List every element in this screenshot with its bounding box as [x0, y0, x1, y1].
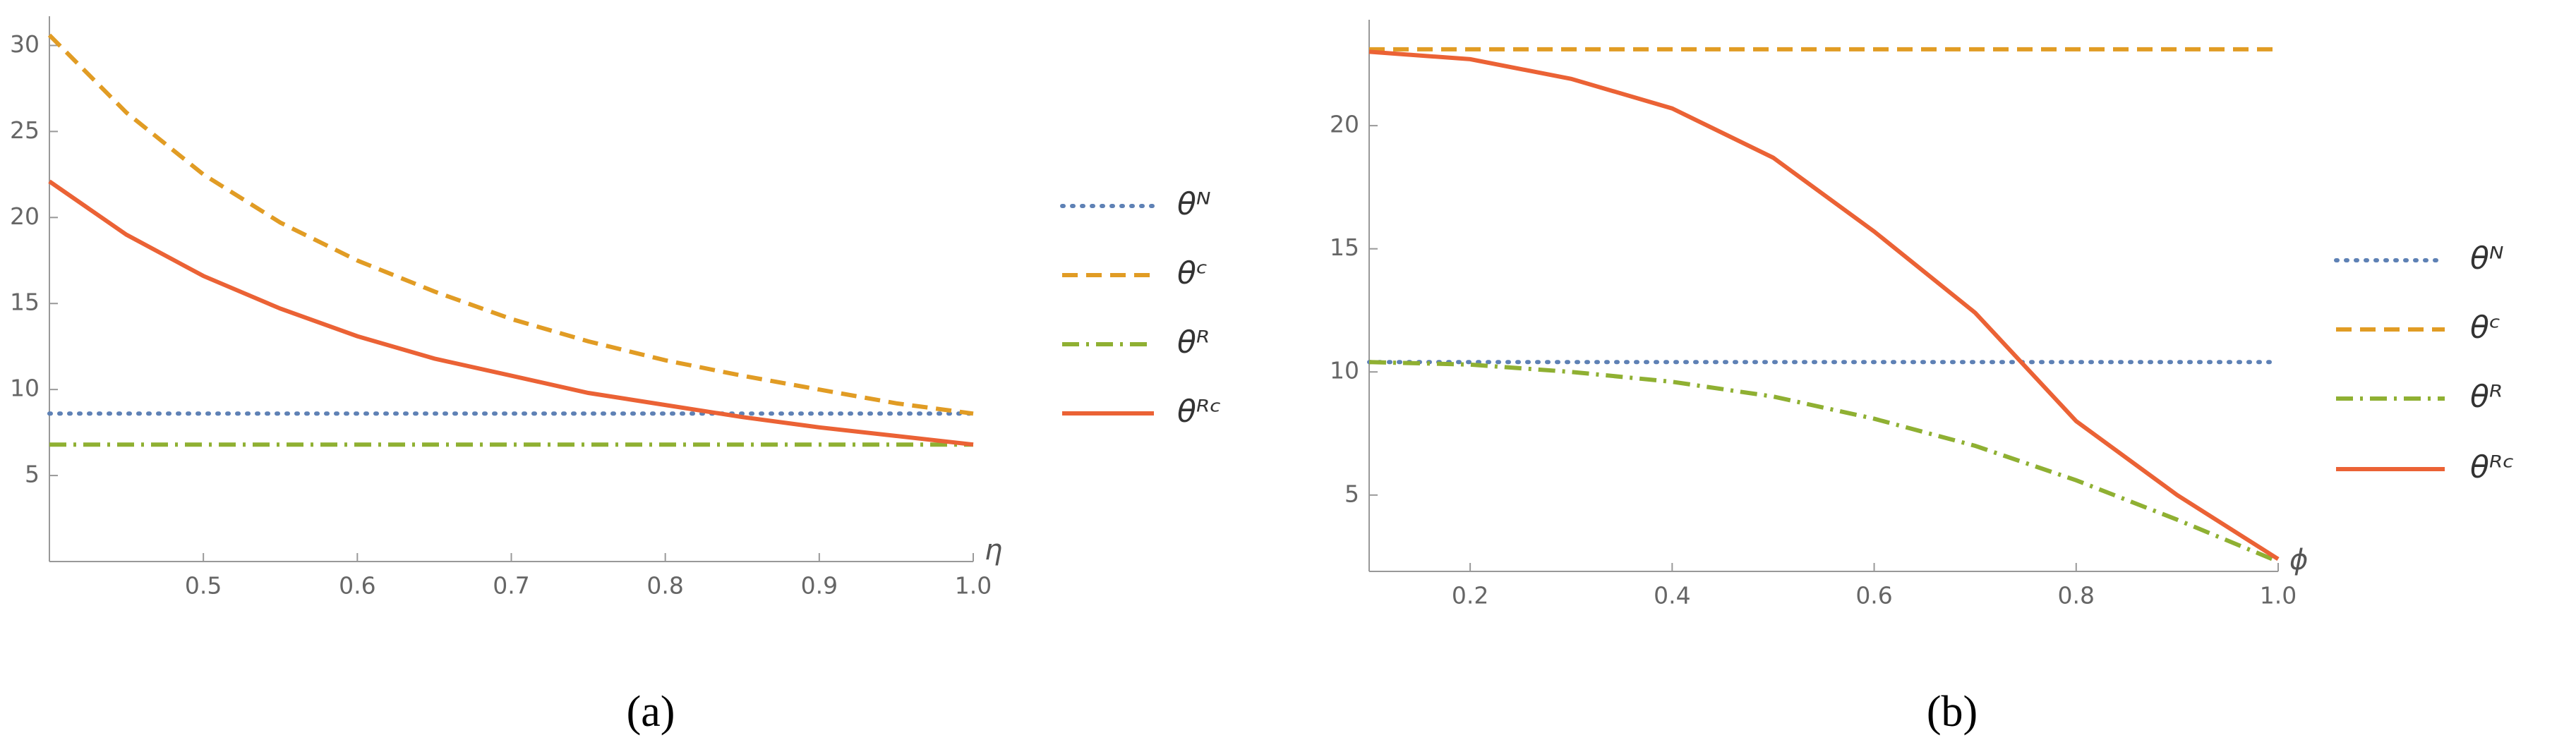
x-tick-label: 0.4	[1654, 582, 1690, 610]
legend-label: θᴿ	[1177, 325, 1210, 360]
x-tick-label: 1.0	[2260, 582, 2297, 610]
y-tick-label: 10	[1330, 357, 1359, 384]
series-line	[1368, 49, 2280, 562]
y-tick-label: 15	[10, 289, 40, 316]
legend-label: θᴿᶜ	[1177, 394, 1221, 430]
series-line	[1368, 360, 2280, 564]
y-tick-label: 15	[1330, 234, 1359, 261]
legend-label: θᴺ	[1177, 186, 1211, 222]
x-axis-label: ϕ	[2289, 544, 2308, 576]
y-tick-label: 5	[25, 461, 40, 488]
y-tick-label: 5	[1344, 480, 1359, 507]
legend-label: θᴺ	[2470, 241, 2504, 277]
x-tick-label: 0.2	[1452, 582, 1488, 610]
x-tick-label: 0.6	[1855, 582, 1892, 610]
x-tick-label: 1.0	[955, 572, 992, 600]
legend-label: θᴿ	[2470, 379, 2503, 415]
x-tick-label: 0.5	[185, 572, 222, 600]
x-tick-label: 0.9	[801, 572, 838, 600]
y-tick-label: 20	[10, 202, 40, 230]
y-tick-label: 10	[10, 375, 40, 402]
series-line	[47, 33, 974, 416]
series-line	[48, 179, 974, 447]
x-tick-label: 0.8	[646, 572, 683, 600]
legend-label: θᴿᶜ	[2470, 449, 2514, 485]
y-tick-label: 25	[10, 116, 40, 144]
caption: (b)	[1927, 688, 1978, 736]
y-tick-label: 20	[1330, 111, 1359, 138]
legend-label: θᶜ	[2470, 310, 2500, 346]
y-tick-label: 30	[10, 30, 40, 58]
caption: (a)	[627, 688, 675, 736]
legend-label: θᶜ	[1177, 255, 1208, 291]
x-tick-label: 0.8	[2058, 582, 2095, 610]
x-tick-label: 0.7	[493, 572, 529, 600]
x-tick-label: 0.6	[339, 572, 375, 600]
x-axis-label: η	[985, 534, 1002, 566]
